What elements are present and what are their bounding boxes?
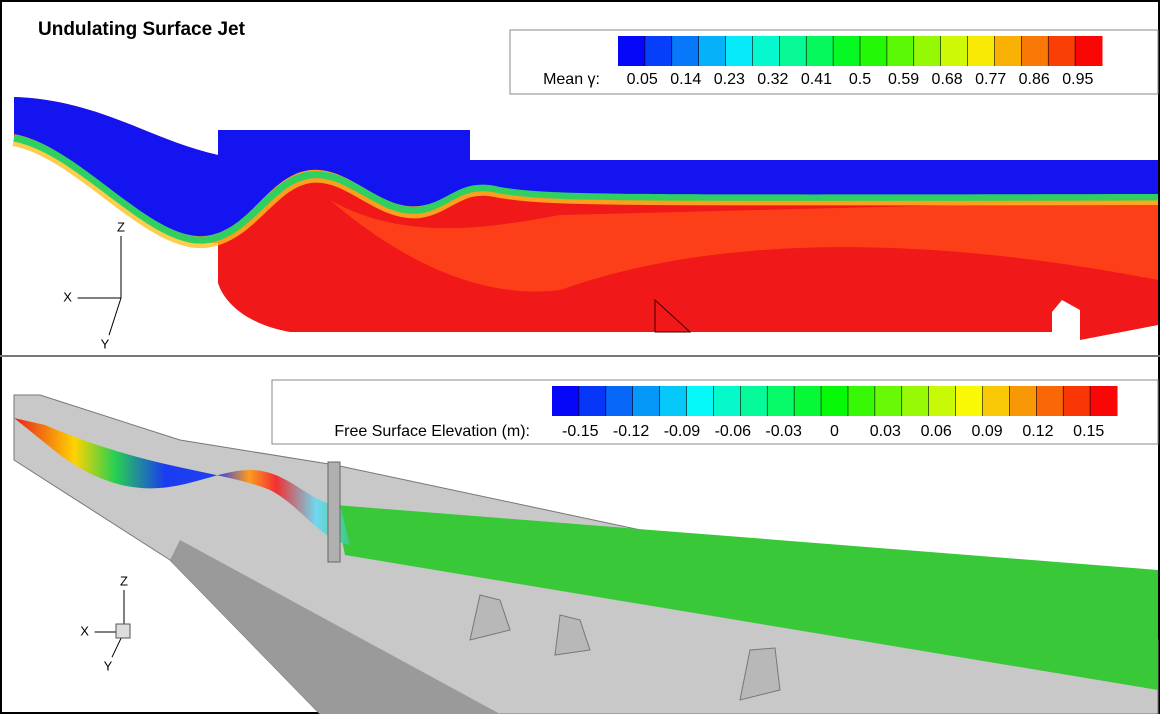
color-band <box>1048 36 1076 66</box>
legend-tick: 0.95 <box>1062 71 1093 88</box>
color-band <box>767 386 795 416</box>
legend: Mean γ: 0.05 0.14 0.23 0.32 0.41 0.5 0.59 0.68 0.… <box>509 29 1159 95</box>
color-band <box>806 36 834 66</box>
color-band <box>740 386 768 416</box>
axis-label: Z <box>120 573 128 588</box>
legend-label: Free Surface Elevation (m): <box>334 423 530 440</box>
color-band <box>955 386 983 416</box>
color-band <box>698 36 727 66</box>
legend-tick: -0.06 <box>715 423 752 440</box>
color-band <box>874 386 903 416</box>
color-band <box>847 386 876 416</box>
blue-region <box>14 97 1158 237</box>
color-band <box>632 386 661 416</box>
legend-tick: 0.5 <box>849 71 871 88</box>
axis-box <box>115 623 131 639</box>
color-band <box>644 36 673 66</box>
color-band <box>928 386 957 416</box>
legend-tick: 0.32 <box>757 71 788 88</box>
color-band <box>901 386 930 416</box>
axis-label: X <box>80 623 89 638</box>
baffles <box>469 594 781 701</box>
legend-label: Mean γ: <box>543 71 600 88</box>
legend-tick: 0.05 <box>627 71 658 88</box>
color-band <box>752 36 780 66</box>
mixing-region <box>330 200 1158 292</box>
legend-tick: -0.09 <box>664 423 701 440</box>
legend-tick: 0.77 <box>975 71 1006 88</box>
color-band <box>821 386 849 416</box>
legend-tick: 0.12 <box>1022 423 1053 440</box>
color-band <box>794 386 822 416</box>
legend-tick: 0.15 <box>1073 423 1104 440</box>
color-band <box>994 36 1022 66</box>
legend: Free Surface Elevation (m): -0.15 -0.12 -0.… <box>271 379 1159 445</box>
axis-label: Y <box>101 337 110 352</box>
legend-tick: 0.59 <box>888 71 919 88</box>
color-band <box>1075 36 1103 66</box>
legend-tick: 0.09 <box>971 423 1002 440</box>
axis-label: Y <box>104 659 113 674</box>
axis-label: Z <box>117 219 125 234</box>
legend-tick: 0.86 <box>1019 71 1050 88</box>
color-band <box>578 386 607 416</box>
color-band <box>671 36 700 66</box>
axis-label: X <box>63 289 72 304</box>
color-band <box>913 36 942 66</box>
color-band <box>833 36 861 66</box>
color-band <box>552 386 580 416</box>
color-band <box>967 36 995 66</box>
legend-tick: 0 <box>830 423 839 440</box>
legend-tick: 0.23 <box>714 71 745 88</box>
color-band <box>618 36 646 66</box>
color-band <box>1009 386 1037 416</box>
color-band <box>659 386 688 416</box>
axis-y <box>108 297 122 336</box>
gate <box>327 461 341 563</box>
interface-green <box>13 134 1159 244</box>
legend-tick: -0.15 <box>562 423 599 440</box>
jet-ribbon <box>14 418 350 545</box>
legend-tick: 0.03 <box>870 423 901 440</box>
legend-tick: 0.14 <box>670 71 701 88</box>
green-surface <box>335 505 1158 690</box>
color-band <box>605 386 634 416</box>
color-band <box>886 36 915 66</box>
color-band <box>940 36 969 66</box>
legend-tick: 0.06 <box>921 423 952 440</box>
color-band <box>1063 386 1091 416</box>
color-band <box>725 36 753 66</box>
color-band <box>1021 36 1049 66</box>
channel-side <box>170 540 500 714</box>
color-band <box>686 386 714 416</box>
color-band <box>1036 386 1064 416</box>
legend-tick: 0.68 <box>932 71 963 88</box>
legend-tick: -0.12 <box>613 423 650 440</box>
color-band <box>1090 386 1118 416</box>
baffle <box>654 298 692 333</box>
color-band <box>779 36 807 66</box>
color-band <box>713 386 741 416</box>
title: Undulating Surface Jet <box>38 19 246 40</box>
color-band <box>860 36 888 66</box>
legend-tick: -0.03 <box>765 423 802 440</box>
legend-tick: 0.41 <box>801 71 832 88</box>
color-band <box>982 386 1010 416</box>
